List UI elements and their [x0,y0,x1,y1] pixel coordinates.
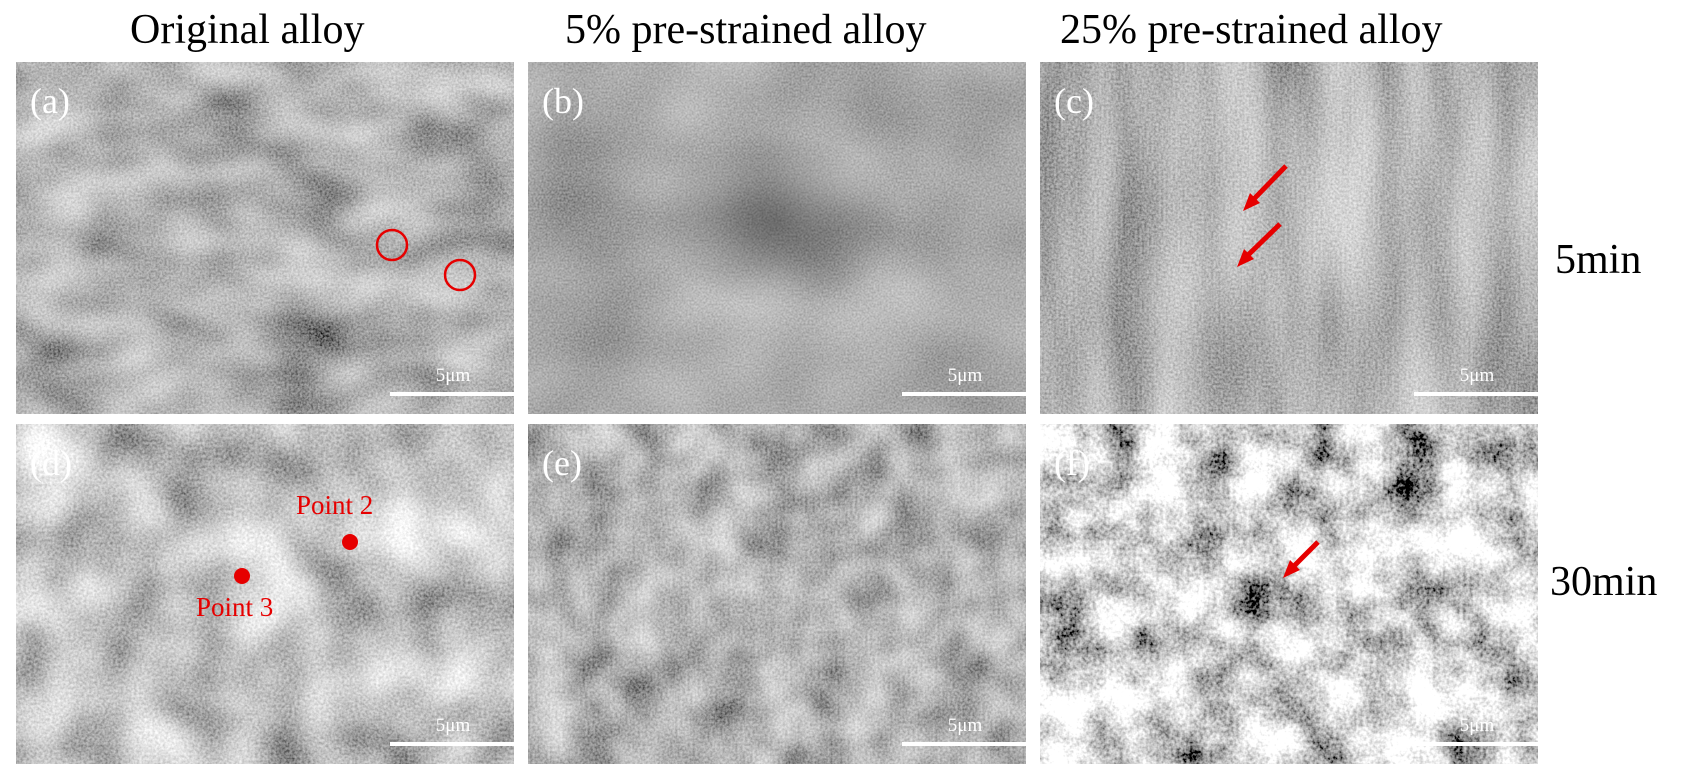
panel-label: (d) [30,443,72,483]
panel-label: (b) [542,81,584,121]
point-3-marker [234,568,250,584]
point-2-label: Point 2 [296,490,374,520]
panel-label: (f) [1054,443,1090,483]
sem-texture-c [1040,62,1538,414]
scale-bar [902,742,1026,746]
scale-bar [390,392,514,396]
column-title-25pct: 25% pre-strained alloy [1060,7,1443,53]
scale-bar [1414,742,1538,746]
panel-f-sem-image: (f) 5μm [1040,424,1538,764]
panel-b-sem-image: (b) 5μm [528,62,1026,414]
feature-circle-2 [443,258,477,292]
panel-label: (e) [542,443,582,483]
sem-texture-a [16,62,514,414]
scale-bar [1414,392,1538,396]
sem-texture-e [528,424,1026,764]
point-2-marker [342,534,358,550]
sem-texture-d [16,424,514,764]
scale-bar [390,742,514,746]
arrow-3 [1283,540,1320,578]
scale-bar-label: 5μm [435,715,471,736]
scale-bar-label: 5μm [1459,715,1495,736]
scale-bar-label: 5μm [947,365,983,386]
panel-label: (c) [1054,81,1094,121]
panel-label: (a) [30,81,70,121]
scale-bar-label: 5μm [947,715,983,736]
row-label-5min: 5min [1555,237,1642,283]
scale-bar-label: 5μm [1459,365,1495,386]
column-title-5pct: 5% pre-strained alloy [565,7,927,53]
scale-bar [902,392,1026,396]
row-label-30min: 30min [1550,559,1658,605]
panel-a-sem-image: (a) 5μm [16,62,514,414]
panel-d-sem-image: (d) Point 2 Point 3 5μm [16,424,514,764]
scale-bar-label: 5μm [435,365,471,386]
panel-e-sem-image: (e) 5μm [528,424,1026,764]
feature-circle-1 [375,228,409,262]
sem-texture-f [1040,424,1538,764]
point-3-label: Point 3 [196,592,274,622]
sem-texture-b [528,62,1026,414]
panel-c-sem-image: (c) 5μm [1040,62,1538,414]
arrow-1 [1243,164,1288,211]
arrow-2 [1237,222,1282,267]
column-title-original: Original alloy [130,7,365,53]
